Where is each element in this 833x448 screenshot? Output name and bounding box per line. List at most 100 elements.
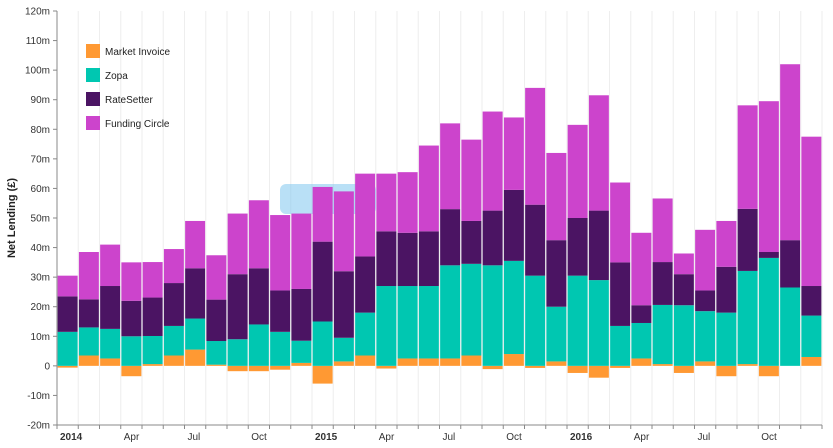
bar-zopa — [418, 286, 439, 359]
legend-label: Zopa — [105, 71, 128, 82]
y-tick-label: 110m — [26, 36, 50, 47]
x-tick-label: 2014 — [60, 432, 83, 443]
bar-ratesetter — [567, 218, 588, 276]
legend-label: Market Invoice — [105, 47, 170, 58]
bar-market-invoice — [121, 365, 142, 377]
bar-ratesetter — [631, 305, 652, 323]
bar-market-invoice — [567, 365, 588, 373]
bar-zopa — [631, 322, 652, 359]
bar-ratesetter — [588, 210, 609, 281]
bar-funding-circle — [440, 123, 461, 210]
legend-swatch-funding-circle — [86, 116, 100, 130]
bar-market-invoice — [142, 364, 163, 366]
bar-zopa — [503, 260, 524, 355]
bar-ratesetter — [333, 271, 354, 338]
bar-market-invoice — [248, 365, 269, 372]
bar-zopa — [567, 275, 588, 366]
y-tick-label: 70m — [31, 154, 50, 165]
bar-zopa — [482, 265, 503, 366]
bar-ratesetter — [461, 220, 482, 264]
bar-zopa — [142, 335, 163, 365]
y-tick-label: 90m — [31, 95, 50, 106]
bar-zopa — [206, 341, 227, 365]
bar-market-invoice — [291, 362, 312, 366]
legend-swatch-ratesetter — [86, 92, 100, 106]
bar-market-invoice — [163, 355, 184, 366]
bar-market-invoice — [440, 358, 461, 366]
bar-ratesetter — [312, 241, 333, 322]
bar-funding-circle — [312, 186, 333, 242]
bar-ratesetter — [673, 274, 694, 306]
bar-market-invoice — [801, 356, 822, 366]
bar-ratesetter — [610, 262, 631, 326]
bar-market-invoice — [206, 364, 227, 366]
x-tick-label: Apr — [124, 432, 140, 443]
bar-zopa — [716, 312, 737, 366]
bar-ratesetter — [270, 290, 291, 332]
bar-funding-circle — [78, 252, 99, 300]
bar-ratesetter — [418, 231, 439, 287]
bar-market-invoice — [758, 365, 779, 377]
bar-zopa — [163, 325, 184, 356]
bar-zopa — [780, 287, 801, 366]
bar-funding-circle — [695, 229, 716, 291]
x-tick-label: Oct — [251, 432, 267, 443]
bar-funding-circle — [610, 182, 631, 263]
bar-ratesetter — [737, 208, 758, 271]
legend-label: RateSetter — [105, 95, 153, 106]
bar-layer — [57, 64, 822, 384]
bar-zopa — [397, 286, 418, 359]
legend-label: Funding Circle — [105, 119, 170, 130]
bar-funding-circle — [546, 152, 567, 241]
x-tick-label: Jul — [188, 432, 201, 443]
bar-funding-circle — [801, 136, 822, 287]
x-tick-label: Apr — [634, 432, 650, 443]
bar-funding-circle — [418, 145, 439, 232]
bar-funding-circle — [397, 172, 418, 233]
x-tick-label: Jul — [443, 432, 456, 443]
bar-market-invoice — [397, 358, 418, 366]
bar-ratesetter — [142, 297, 163, 336]
bar-ratesetter — [163, 283, 184, 326]
bar-zopa — [291, 340, 312, 363]
bar-ratesetter — [801, 286, 822, 316]
bar-funding-circle — [333, 191, 354, 272]
bar-funding-circle — [227, 213, 248, 275]
bar-zopa — [248, 324, 269, 366]
bar-ratesetter — [482, 210, 503, 266]
bar-market-invoice — [333, 361, 354, 366]
x-tick-label: 2016 — [570, 432, 593, 443]
bar-funding-circle — [355, 173, 376, 257]
bar-market-invoice — [673, 365, 694, 373]
bar-ratesetter — [100, 286, 121, 329]
bar-market-invoice — [482, 365, 503, 370]
axis-layer — [53, 10, 823, 429]
bar-funding-circle — [737, 105, 758, 209]
bar-zopa — [461, 263, 482, 356]
bar-zopa — [758, 257, 779, 366]
bar-zopa — [100, 328, 121, 359]
bar-market-invoice — [652, 364, 673, 366]
bar-zopa — [652, 304, 673, 365]
bar-zopa — [333, 337, 354, 362]
y-tick-label: 60m — [31, 184, 50, 195]
label-layer: -20m -10m 0 10m 20m 30m 40m 50m 60m 70m 80m 90m 100m… — [25, 7, 777, 444]
bar-zopa — [588, 280, 609, 366]
bar-market-invoice — [185, 349, 206, 366]
bar-ratesetter — [695, 290, 716, 312]
bar-zopa — [227, 339, 248, 366]
bar-funding-circle — [503, 117, 524, 190]
bar-market-invoice — [461, 355, 482, 366]
bar-ratesetter — [206, 299, 227, 342]
bar-funding-circle — [57, 275, 78, 297]
bar-zopa — [673, 305, 694, 366]
y-tick-label: -20m — [27, 421, 50, 432]
bar-ratesetter — [355, 256, 376, 313]
x-tick-label: 2015 — [315, 432, 338, 443]
bar-funding-circle — [588, 95, 609, 211]
bar-funding-circle — [758, 101, 779, 253]
bar-market-invoice — [355, 355, 376, 366]
bar-zopa — [376, 286, 397, 366]
bar-market-invoice — [100, 358, 121, 366]
